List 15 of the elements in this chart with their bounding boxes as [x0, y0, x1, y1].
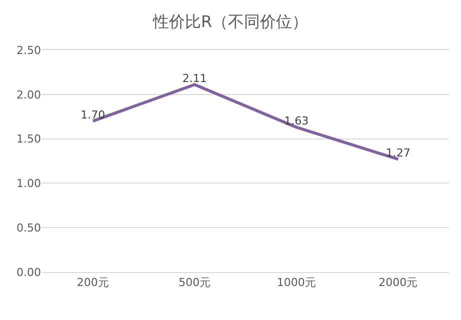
text: 2.50	[16, 44, 41, 57]
chart-title: 性价比R（不同价位）	[152, 12, 308, 32]
x-tick-label: 2000元	[378, 276, 418, 290]
text: 2.00	[16, 88, 41, 102]
text: 1.00	[16, 177, 41, 190]
x-tick-label: 200元	[76, 276, 109, 290]
x-tick-label: 1000元	[276, 276, 316, 290]
data-label: 1.63	[284, 114, 309, 128]
data-label: 1.27	[386, 146, 410, 160]
data-label: 2.11	[182, 72, 207, 85]
data-label: 1.70	[80, 108, 106, 122]
x-tick-label: 500元	[178, 276, 211, 290]
text: 0.50	[16, 221, 41, 234]
text: 0.00	[16, 266, 41, 279]
text: 1.50	[16, 132, 41, 146]
